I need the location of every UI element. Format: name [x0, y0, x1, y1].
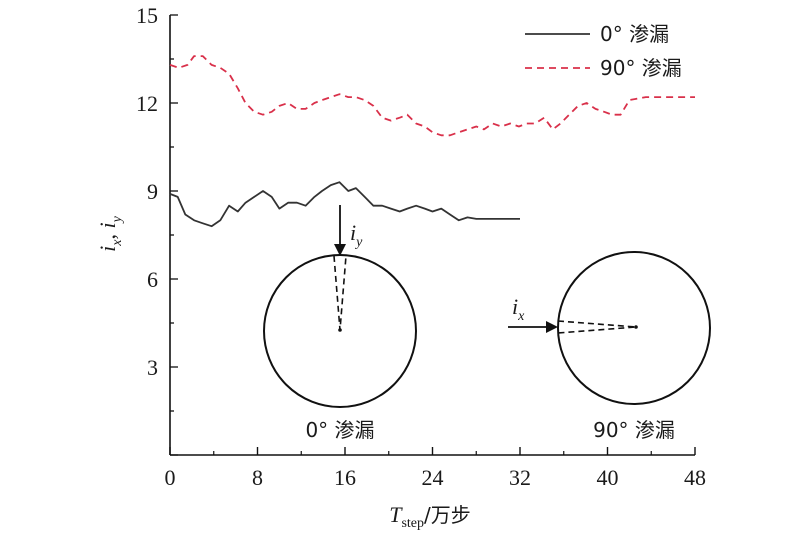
legend-label-90deg: 90° 渗漏 [600, 56, 682, 80]
y-axis-label: ix, iy [95, 215, 125, 251]
arrow-ix-label: ix [512, 294, 525, 324]
caption-0deg: 0° 渗漏 [305, 418, 374, 442]
x-tick-label: 0 [165, 465, 176, 490]
x-tick-label: 16 [334, 465, 356, 490]
x-axis-ticks: 0 8 16 24 32 40 48 [165, 447, 706, 490]
series-line-90deg [169, 55, 695, 137]
y-tick-label: 6 [147, 267, 158, 292]
legend-label-0deg: 0° 渗漏 [600, 22, 669, 46]
x-tick-label: 8 [252, 465, 263, 490]
x-tick-label: 48 [684, 465, 706, 490]
legend: 0° 渗漏 90° 渗漏 [525, 22, 682, 80]
plot-area [169, 15, 695, 456]
leak-tip-90deg [634, 325, 638, 329]
leak-tip-0deg [338, 328, 342, 332]
y-tick-label: 3 [147, 355, 158, 380]
y-tick-label: 12 [136, 91, 158, 116]
y-tick-label: 15 [136, 3, 158, 28]
caption-90deg: 90° 渗漏 [593, 418, 675, 442]
leak-crack-90deg [557, 320, 637, 334]
inset-0deg: iy 0° 渗漏 [263, 205, 417, 442]
arrow-iy-head [334, 244, 346, 256]
arrow-ix-head [546, 321, 558, 333]
y-tick-label: 9 [147, 179, 158, 204]
x-tick-label: 40 [597, 465, 619, 490]
x-tick-label: 24 [422, 465, 444, 490]
circle-90deg [557, 251, 711, 405]
inset-90deg: ix 90° 渗漏 [508, 251, 711, 442]
x-tick-label: 32 [509, 465, 531, 490]
leak-crack-0deg [333, 255, 347, 331]
y-axis-ticks: 3 6 9 12 15 [136, 3, 178, 456]
x-axis-label: Tstep/万步 [389, 502, 471, 531]
series-line-0deg [169, 181, 520, 228]
arrow-iy-label: iy [350, 220, 363, 250]
